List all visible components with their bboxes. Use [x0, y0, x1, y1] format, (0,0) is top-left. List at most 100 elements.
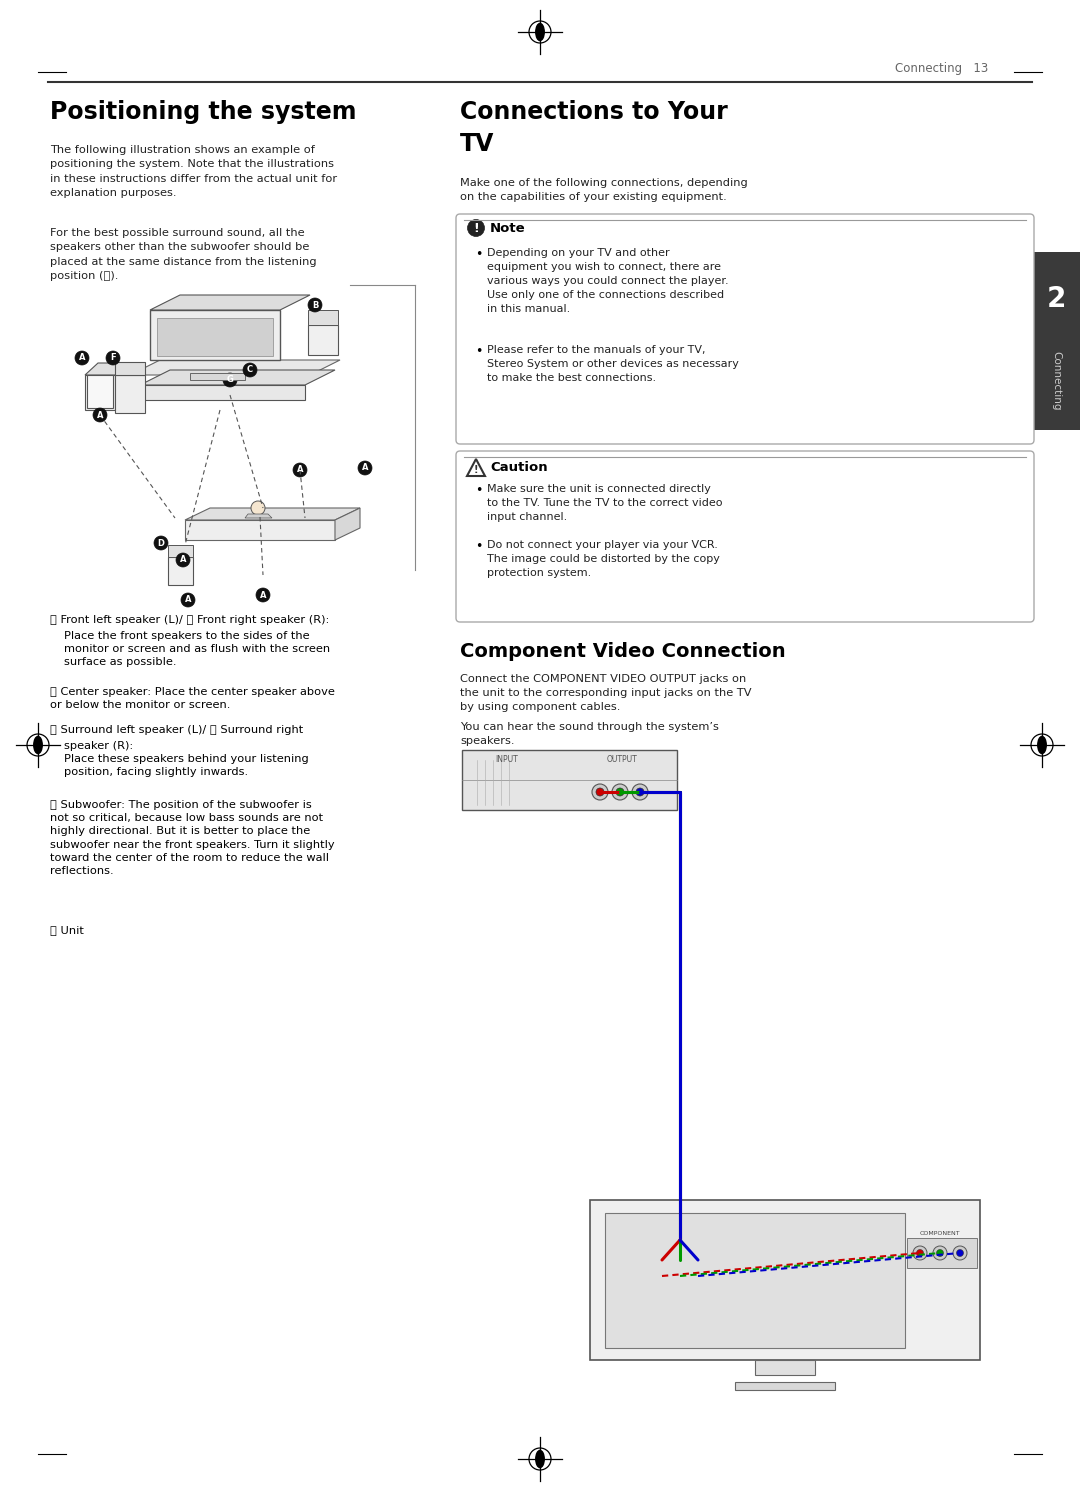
Text: You can hear the sound through the system’s
speakers.: You can hear the sound through the syste… — [460, 722, 719, 746]
Ellipse shape — [535, 1449, 545, 1469]
Text: Do not connect your player via your VCR.
The image could be distorted by the cop: Do not connect your player via your VCR.… — [487, 540, 720, 579]
Circle shape — [181, 593, 195, 607]
Polygon shape — [185, 520, 335, 540]
Polygon shape — [190, 373, 245, 380]
Text: Ⓖ Unit: Ⓖ Unit — [50, 924, 84, 935]
Text: A: A — [179, 556, 186, 565]
Text: Make one of the following connections, depending
on the capabilities of your exi: Make one of the following connections, d… — [460, 177, 747, 203]
Text: Depending on your TV and other
equipment you wish to connect, there are
various : Depending on your TV and other equipment… — [487, 248, 729, 315]
Text: A: A — [297, 465, 303, 474]
Text: Ⓕ Subwoofer: The position of the subwoofer is
not so critical, because low bass : Ⓕ Subwoofer: The position of the subwoof… — [50, 801, 335, 877]
Circle shape — [106, 350, 120, 365]
Circle shape — [659, 1267, 665, 1273]
Polygon shape — [130, 359, 340, 376]
Circle shape — [636, 789, 644, 796]
Circle shape — [176, 553, 190, 567]
Text: !: ! — [473, 222, 478, 234]
Text: 2: 2 — [1047, 285, 1066, 313]
Text: TV: TV — [460, 133, 495, 157]
Circle shape — [957, 1249, 963, 1257]
Circle shape — [936, 1249, 944, 1257]
Polygon shape — [185, 508, 360, 520]
Bar — [87, 376, 113, 409]
Text: •: • — [475, 344, 483, 358]
Text: Ⓐ Front left speaker (L)/ Ⓑ Front right speaker (R):: Ⓐ Front left speaker (L)/ Ⓑ Front right … — [50, 614, 329, 625]
Text: !: ! — [474, 465, 478, 476]
Circle shape — [357, 461, 372, 476]
Text: Connecting   13: Connecting 13 — [894, 63, 988, 75]
Polygon shape — [150, 295, 310, 310]
Text: Connect the COMPONENT VIDEO OUTPUT jacks on
the unit to the corresponding input : Connect the COMPONENT VIDEO OUTPUT jacks… — [460, 674, 752, 713]
Text: C: C — [247, 365, 253, 374]
Circle shape — [75, 350, 89, 365]
Polygon shape — [168, 546, 193, 558]
Circle shape — [308, 298, 322, 312]
Polygon shape — [85, 362, 129, 376]
FancyBboxPatch shape — [456, 215, 1034, 444]
Text: INPUT: INPUT — [496, 754, 518, 763]
Text: G: G — [227, 376, 233, 385]
Text: •: • — [475, 485, 483, 497]
Bar — [735, 1382, 835, 1390]
Circle shape — [616, 789, 624, 796]
Text: F: F — [110, 353, 116, 362]
Text: Make sure the unit is connected directly
to the TV. Tune the TV to the correct v: Make sure the unit is connected directly… — [487, 485, 723, 522]
Text: A: A — [79, 353, 85, 362]
Circle shape — [93, 409, 107, 422]
Bar — [590, 1200, 980, 1360]
Text: A: A — [185, 595, 191, 604]
Text: •: • — [475, 540, 483, 553]
Circle shape — [656, 1264, 669, 1276]
Circle shape — [251, 501, 265, 514]
Text: Positioning the system: Positioning the system — [50, 100, 356, 124]
Polygon shape — [150, 310, 280, 359]
Circle shape — [293, 464, 307, 477]
Text: Please refer to the manuals of your TV,
Stereo System or other devices as necess: Please refer to the manuals of your TV, … — [487, 344, 739, 383]
Text: •: • — [475, 248, 483, 261]
Circle shape — [953, 1246, 967, 1260]
Circle shape — [917, 1249, 923, 1257]
Text: speaker (R):
Place these speakers behind your listening
position, facing slightl: speaker (R): Place these speakers behind… — [64, 741, 309, 777]
Circle shape — [677, 1267, 683, 1273]
Bar — [755, 1360, 815, 1375]
Circle shape — [933, 1246, 947, 1260]
Polygon shape — [85, 376, 114, 410]
Bar — [462, 750, 677, 810]
Circle shape — [674, 1264, 686, 1276]
Text: For the best possible surround sound, all the
speakers other than the subwoofer : For the best possible surround sound, al… — [50, 228, 316, 282]
FancyBboxPatch shape — [456, 450, 1034, 622]
Polygon shape — [114, 362, 145, 376]
Text: D: D — [158, 538, 164, 547]
Text: Place the front speakers to the sides of the
monitor or screen and as flush with: Place the front speakers to the sides of… — [64, 631, 330, 668]
Bar — [907, 1238, 977, 1267]
Polygon shape — [308, 310, 338, 325]
Text: OUTPUT: OUTPUT — [607, 754, 637, 763]
Bar — [605, 1214, 905, 1348]
Circle shape — [692, 1264, 704, 1276]
Polygon shape — [140, 370, 335, 385]
Bar — [114, 376, 145, 413]
Text: Note: Note — [490, 222, 526, 236]
Circle shape — [222, 373, 237, 388]
Circle shape — [913, 1246, 927, 1260]
Bar — [1032, 252, 1080, 429]
Circle shape — [468, 219, 485, 237]
Text: The following illustration shows an example of
positioning the system. Note that: The following illustration shows an exam… — [50, 145, 337, 198]
Circle shape — [696, 1267, 701, 1273]
Text: Caution: Caution — [490, 461, 548, 474]
Ellipse shape — [1037, 735, 1047, 754]
Polygon shape — [335, 508, 360, 540]
Text: COMPONENT: COMPONENT — [920, 1232, 960, 1236]
Circle shape — [632, 784, 648, 801]
Bar — [168, 558, 193, 584]
Circle shape — [243, 362, 257, 377]
Text: Ⓒ Center speaker: Place the center speaker above
or below the monitor or screen.: Ⓒ Center speaker: Place the center speak… — [50, 687, 335, 710]
Text: B: B — [312, 301, 319, 310]
Polygon shape — [245, 514, 272, 517]
Polygon shape — [140, 385, 305, 400]
Text: Ⓓ Surround left speaker (L)/ Ⓔ Surround right: Ⓓ Surround left speaker (L)/ Ⓔ Surround … — [50, 725, 303, 735]
Text: Connecting: Connecting — [1051, 352, 1061, 410]
Text: A: A — [260, 590, 267, 599]
Ellipse shape — [535, 22, 545, 42]
Circle shape — [612, 784, 627, 801]
